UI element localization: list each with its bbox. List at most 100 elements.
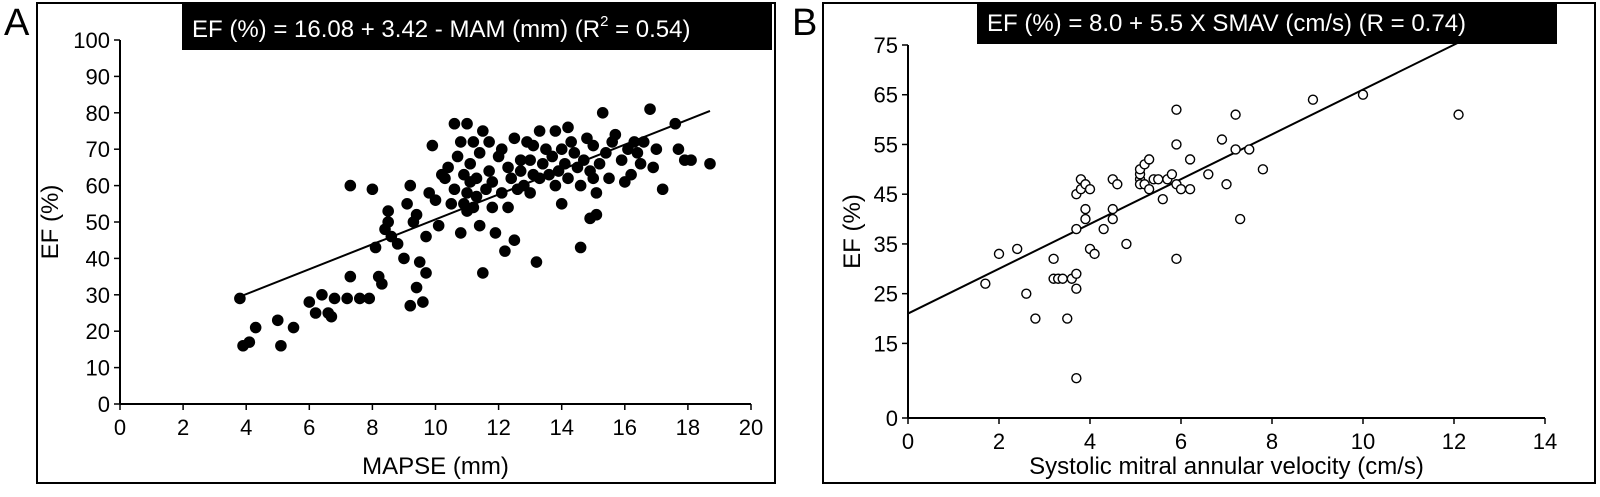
- data-point: [1157, 193, 1169, 205]
- panel-b-equation: EF (%) = 8.0 + 5.5 X SMAV (cm/s) (R = 0.…: [977, 4, 1557, 44]
- data-point: [1175, 184, 1187, 195]
- data-point: [1307, 94, 1319, 105]
- data-point: [439, 172, 451, 185]
- data-point: [309, 307, 322, 319]
- data-point: [404, 299, 417, 312]
- x-tick-label: 20: [739, 415, 763, 440]
- data-point: [650, 143, 663, 155]
- data-point: [637, 136, 650, 148]
- data-point: [508, 234, 521, 246]
- data-point: [1080, 213, 1091, 225]
- x-tick-label: 0: [902, 429, 914, 454]
- x-tick-label: 4: [240, 415, 252, 440]
- data-point: [1143, 154, 1155, 165]
- data-point: [429, 194, 442, 206]
- x-axis-label: MAPSE (mm): [362, 453, 509, 480]
- data-point: [432, 219, 445, 232]
- data-point: [1112, 179, 1123, 190]
- data-point: [593, 157, 606, 170]
- data-point: [1071, 283, 1082, 294]
- data-point: [1062, 313, 1073, 324]
- x-tick-label: 10: [1351, 429, 1375, 454]
- data-point: [1107, 213, 1118, 225]
- data-point: [704, 157, 716, 170]
- data-point: [1080, 203, 1091, 215]
- data-point: [410, 281, 423, 294]
- data-point: [461, 187, 473, 199]
- equation-part: EF (%) = 16.08 + 3.42 - MAM (mm) (R: [192, 16, 601, 43]
- x-tick-label: 14: [1533, 429, 1557, 454]
- data-point: [420, 267, 432, 279]
- data-point: [1203, 169, 1214, 180]
- x-tick-label: 6: [1175, 429, 1187, 454]
- data-point: [669, 117, 682, 130]
- data-point: [1048, 253, 1059, 265]
- data-point: [1244, 144, 1255, 155]
- data-point: [363, 292, 376, 305]
- data-point: [1184, 184, 1196, 195]
- data-point: [401, 198, 413, 210]
- data-point: [1084, 184, 1096, 195]
- data-point: [467, 201, 480, 214]
- data-point: [524, 154, 536, 166]
- data-point: [615, 154, 628, 166]
- data-point: [1121, 238, 1132, 250]
- data-point: [590, 208, 603, 221]
- data-point: [483, 165, 495, 177]
- data-point: [590, 187, 603, 199]
- data-point: [549, 179, 562, 192]
- data-point: [530, 256, 543, 268]
- data-point: [1357, 89, 1369, 100]
- data-point: [495, 187, 508, 199]
- data-point: [549, 125, 562, 137]
- x-tick-label: 16: [613, 415, 637, 440]
- data-point: [1071, 223, 1082, 235]
- data-point: [1143, 184, 1155, 195]
- y-tick-label: 0: [886, 406, 898, 431]
- data-point: [486, 201, 499, 214]
- equation-part: EF (%) = 8.0 + 5.5 X SMAV (cm/s) (R = 0.…: [987, 10, 1467, 37]
- y-tick-label: 90: [86, 64, 110, 89]
- data-point: [495, 143, 508, 155]
- data-point: [404, 179, 417, 192]
- data-point: [426, 139, 439, 152]
- data-point: [514, 154, 527, 166]
- x-tick-label: 0: [114, 415, 126, 440]
- x-tick-label: 10: [423, 415, 447, 440]
- data-point: [600, 147, 612, 159]
- data-point: [303, 296, 316, 308]
- data-point: [1071, 268, 1082, 279]
- data-point: [376, 278, 388, 290]
- x-tick-label: 2: [993, 429, 1005, 454]
- data-point: [502, 161, 514, 174]
- y-axis-label: EF (%): [839, 194, 866, 269]
- data-point: [577, 154, 590, 166]
- data-point: [508, 132, 521, 145]
- data-point: [527, 139, 540, 152]
- data-point: [454, 227, 467, 239]
- data-point: [271, 314, 284, 327]
- data-point: [1230, 144, 1241, 155]
- y-tick-label: 0: [98, 392, 110, 417]
- data-point: [555, 143, 568, 155]
- data-point: [451, 150, 464, 163]
- data-point: [647, 161, 659, 174]
- data-point: [565, 136, 577, 148]
- y-tick-label: 25: [874, 282, 898, 307]
- data-point: [1216, 134, 1228, 145]
- data-point: [353, 292, 366, 305]
- data-point: [555, 198, 568, 210]
- data-point: [533, 172, 546, 185]
- data-point: [316, 289, 328, 301]
- data-point: [344, 270, 357, 283]
- data-point: [1184, 154, 1196, 165]
- data-point: [413, 256, 426, 268]
- data-point: [1098, 223, 1109, 235]
- data-point: [1071, 373, 1082, 384]
- data-point: [596, 107, 609, 119]
- data-point: [461, 117, 473, 130]
- y-tick-label: 10: [86, 356, 110, 381]
- data-point: [325, 310, 338, 323]
- data-point: [685, 154, 697, 166]
- data-point: [562, 121, 574, 134]
